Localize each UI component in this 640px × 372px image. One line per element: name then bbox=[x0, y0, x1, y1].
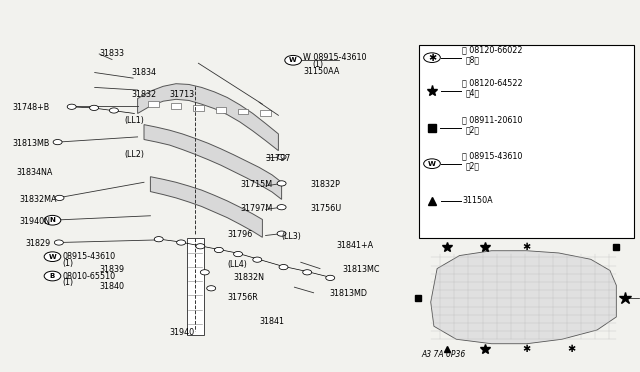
Polygon shape bbox=[150, 177, 262, 237]
Text: 31832P: 31832P bbox=[310, 180, 340, 189]
Text: 31813MD: 31813MD bbox=[330, 289, 367, 298]
Text: B: B bbox=[50, 273, 55, 279]
Text: 31756R: 31756R bbox=[227, 293, 258, 302]
Text: (LL3): (LL3) bbox=[282, 232, 301, 241]
Circle shape bbox=[234, 251, 243, 257]
Text: Ⓝ 08911-20610: Ⓝ 08911-20610 bbox=[462, 116, 522, 125]
Circle shape bbox=[279, 264, 288, 270]
Text: 31813MC: 31813MC bbox=[342, 265, 380, 274]
Circle shape bbox=[196, 244, 205, 249]
Text: 31940: 31940 bbox=[170, 328, 195, 337]
Circle shape bbox=[326, 275, 335, 280]
Text: （2）: （2） bbox=[465, 126, 479, 135]
Text: 31713: 31713 bbox=[170, 90, 195, 99]
Text: 31797M: 31797M bbox=[240, 204, 272, 213]
Circle shape bbox=[44, 271, 61, 281]
Circle shape bbox=[44, 252, 61, 262]
Bar bbox=[216, 106, 226, 112]
Circle shape bbox=[90, 105, 99, 110]
Circle shape bbox=[200, 270, 209, 275]
Circle shape bbox=[44, 215, 61, 225]
Text: 31832MA: 31832MA bbox=[19, 195, 57, 203]
Text: ✱: ✱ bbox=[428, 53, 436, 62]
Text: 31813MB: 31813MB bbox=[13, 139, 50, 148]
Circle shape bbox=[67, 104, 76, 109]
Circle shape bbox=[109, 108, 118, 113]
Text: ✱: ✱ bbox=[568, 344, 575, 353]
Bar bbox=[238, 109, 248, 115]
Bar bbox=[419, 45, 634, 238]
Text: 31829: 31829 bbox=[26, 239, 51, 248]
Text: 31940N: 31940N bbox=[19, 217, 50, 226]
Circle shape bbox=[54, 240, 63, 245]
Text: 31841: 31841 bbox=[259, 317, 284, 326]
Text: 31834: 31834 bbox=[131, 68, 156, 77]
Text: ✱: ✱ bbox=[523, 242, 531, 252]
Circle shape bbox=[277, 154, 286, 160]
Text: W: W bbox=[49, 254, 56, 260]
Bar bbox=[193, 105, 204, 110]
Circle shape bbox=[154, 237, 163, 242]
Circle shape bbox=[277, 181, 286, 186]
Circle shape bbox=[424, 53, 440, 62]
Circle shape bbox=[424, 159, 440, 169]
Text: 31797: 31797 bbox=[266, 154, 291, 163]
Text: Ⓑ 08120-66022: Ⓑ 08120-66022 bbox=[462, 45, 523, 54]
Text: 31832: 31832 bbox=[131, 90, 156, 99]
Text: N: N bbox=[49, 217, 56, 223]
Text: Ⓠ 08915-43610: Ⓠ 08915-43610 bbox=[462, 151, 522, 160]
Text: （4）: （4） bbox=[465, 89, 479, 97]
Text: W: W bbox=[428, 161, 436, 167]
Text: 31796: 31796 bbox=[227, 230, 252, 239]
Circle shape bbox=[53, 140, 62, 145]
Text: （2）: （2） bbox=[465, 161, 479, 170]
Circle shape bbox=[214, 247, 223, 253]
Text: 08915-43610: 08915-43610 bbox=[62, 252, 115, 261]
Circle shape bbox=[285, 55, 301, 65]
Text: W: W bbox=[289, 57, 297, 63]
Bar bbox=[260, 110, 271, 116]
Text: 31841+A: 31841+A bbox=[336, 241, 373, 250]
Bar bbox=[148, 101, 159, 107]
Text: 31150A: 31150A bbox=[462, 196, 493, 205]
Circle shape bbox=[277, 231, 286, 236]
Circle shape bbox=[207, 286, 216, 291]
Text: Ⓑ 08120-64522: Ⓑ 08120-64522 bbox=[462, 78, 523, 87]
Bar bbox=[171, 103, 181, 109]
Polygon shape bbox=[431, 251, 616, 344]
Text: (1): (1) bbox=[62, 278, 73, 287]
Text: ✱: ✱ bbox=[523, 344, 531, 353]
Text: (1): (1) bbox=[312, 60, 323, 69]
Circle shape bbox=[55, 195, 64, 201]
Text: 08010-65510: 08010-65510 bbox=[62, 272, 115, 280]
Circle shape bbox=[48, 218, 57, 223]
Circle shape bbox=[253, 257, 262, 262]
Text: (1): (1) bbox=[62, 259, 73, 268]
Text: (LL1): (LL1) bbox=[125, 116, 145, 125]
Text: 31756U: 31756U bbox=[310, 204, 342, 213]
Circle shape bbox=[277, 205, 286, 210]
Text: （8）: （8） bbox=[465, 55, 479, 64]
Text: 31839: 31839 bbox=[99, 265, 124, 274]
Text: 31832N: 31832N bbox=[234, 273, 264, 282]
Text: 31715M: 31715M bbox=[240, 180, 272, 189]
Text: 31748+B: 31748+B bbox=[13, 103, 50, 112]
Text: A3 7A 0P36: A3 7A 0P36 bbox=[421, 350, 465, 359]
Circle shape bbox=[177, 240, 186, 245]
Polygon shape bbox=[138, 84, 278, 151]
Text: W 08915-43610: W 08915-43610 bbox=[303, 53, 367, 62]
Text: 31150AA: 31150AA bbox=[303, 67, 340, 76]
Polygon shape bbox=[187, 238, 204, 335]
Text: 31840: 31840 bbox=[99, 282, 124, 291]
Text: 31834NA: 31834NA bbox=[16, 169, 52, 177]
Circle shape bbox=[303, 270, 312, 275]
Polygon shape bbox=[144, 125, 282, 199]
Text: (LL2): (LL2) bbox=[125, 150, 145, 159]
Text: 31833: 31833 bbox=[99, 49, 124, 58]
Text: (LL4): (LL4) bbox=[227, 260, 247, 269]
